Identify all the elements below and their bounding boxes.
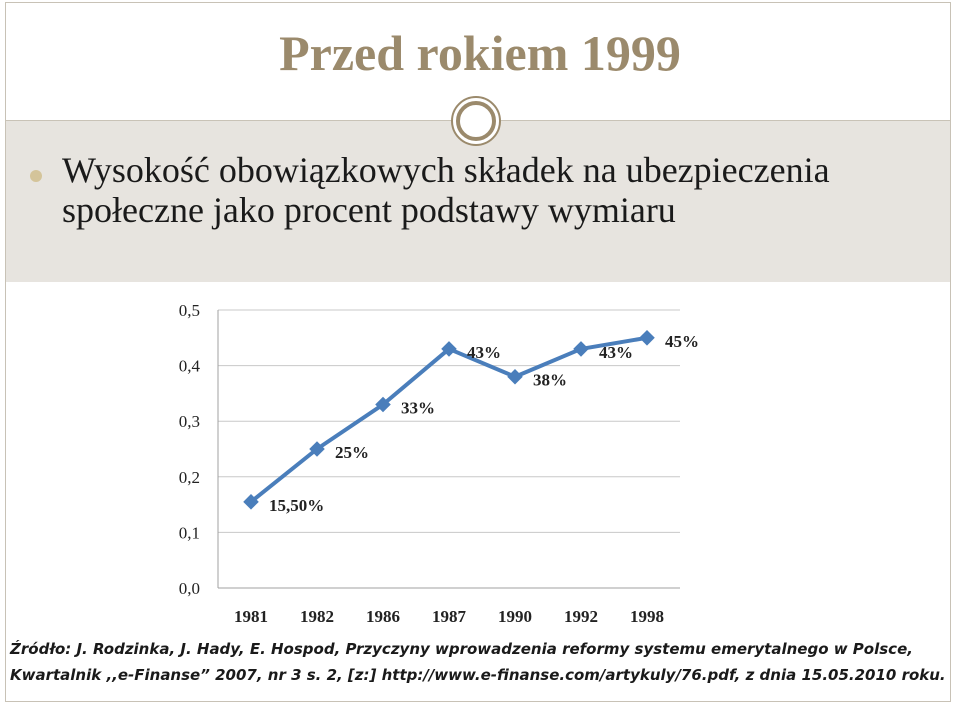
- x-tick-label: 1986: [366, 607, 400, 626]
- line-chart: 0,0 0,1 0,2 0,3 0,4 0,5 1981 1982 1986 1987 1990 19…: [179, 301, 699, 626]
- x-tick-label: 1990: [498, 607, 532, 626]
- y-tick-label: 0,1: [179, 523, 200, 542]
- data-label: 38%: [533, 371, 567, 390]
- source-note: Źródło: J. Rodzinka, J. Hady, E. Hospod,…: [10, 636, 955, 688]
- data-label: 45%: [665, 332, 699, 351]
- data-label: 33%: [401, 399, 435, 418]
- data-label: 15,50%: [269, 496, 324, 515]
- x-tick-label: 1998: [630, 607, 664, 626]
- x-tick-label: 1992: [564, 607, 598, 626]
- x-tick-label: 1982: [300, 607, 334, 626]
- data-label: 25%: [335, 443, 369, 462]
- y-tick-label: 0,3: [179, 412, 200, 431]
- source-line-2: Kwartalnik ,,e-Finanse” 2007, nr 3 s. 2,…: [10, 666, 946, 684]
- data-point-marker: [639, 330, 655, 346]
- x-tick-label: 1987: [432, 607, 467, 626]
- y-tick-label: 0,5: [179, 301, 200, 320]
- bullet-dot-icon: [30, 170, 42, 182]
- content-band: [6, 120, 950, 282]
- data-point-marker: [573, 341, 589, 357]
- x-tick-label: 1981: [234, 607, 268, 626]
- slide-frame: [5, 2, 951, 702]
- data-point-marker: [507, 368, 523, 385]
- y-tick-label: 0,4: [179, 357, 201, 376]
- y-tick-label: 0,2: [179, 468, 200, 487]
- source-line-1: Źródło: J. Rodzinka, J. Hady, E. Hospod,…: [10, 640, 913, 658]
- bullet-text: Wysokość obowiązkowych składek na ubezpi…: [62, 150, 830, 230]
- y-tick-label: 0,0: [179, 579, 200, 598]
- slide-title: Przed rokiem 1999: [279, 25, 681, 81]
- ring-ornament-icon: [451, 96, 501, 146]
- data-label: 43%: [599, 343, 633, 362]
- data-label: 43%: [467, 343, 501, 362]
